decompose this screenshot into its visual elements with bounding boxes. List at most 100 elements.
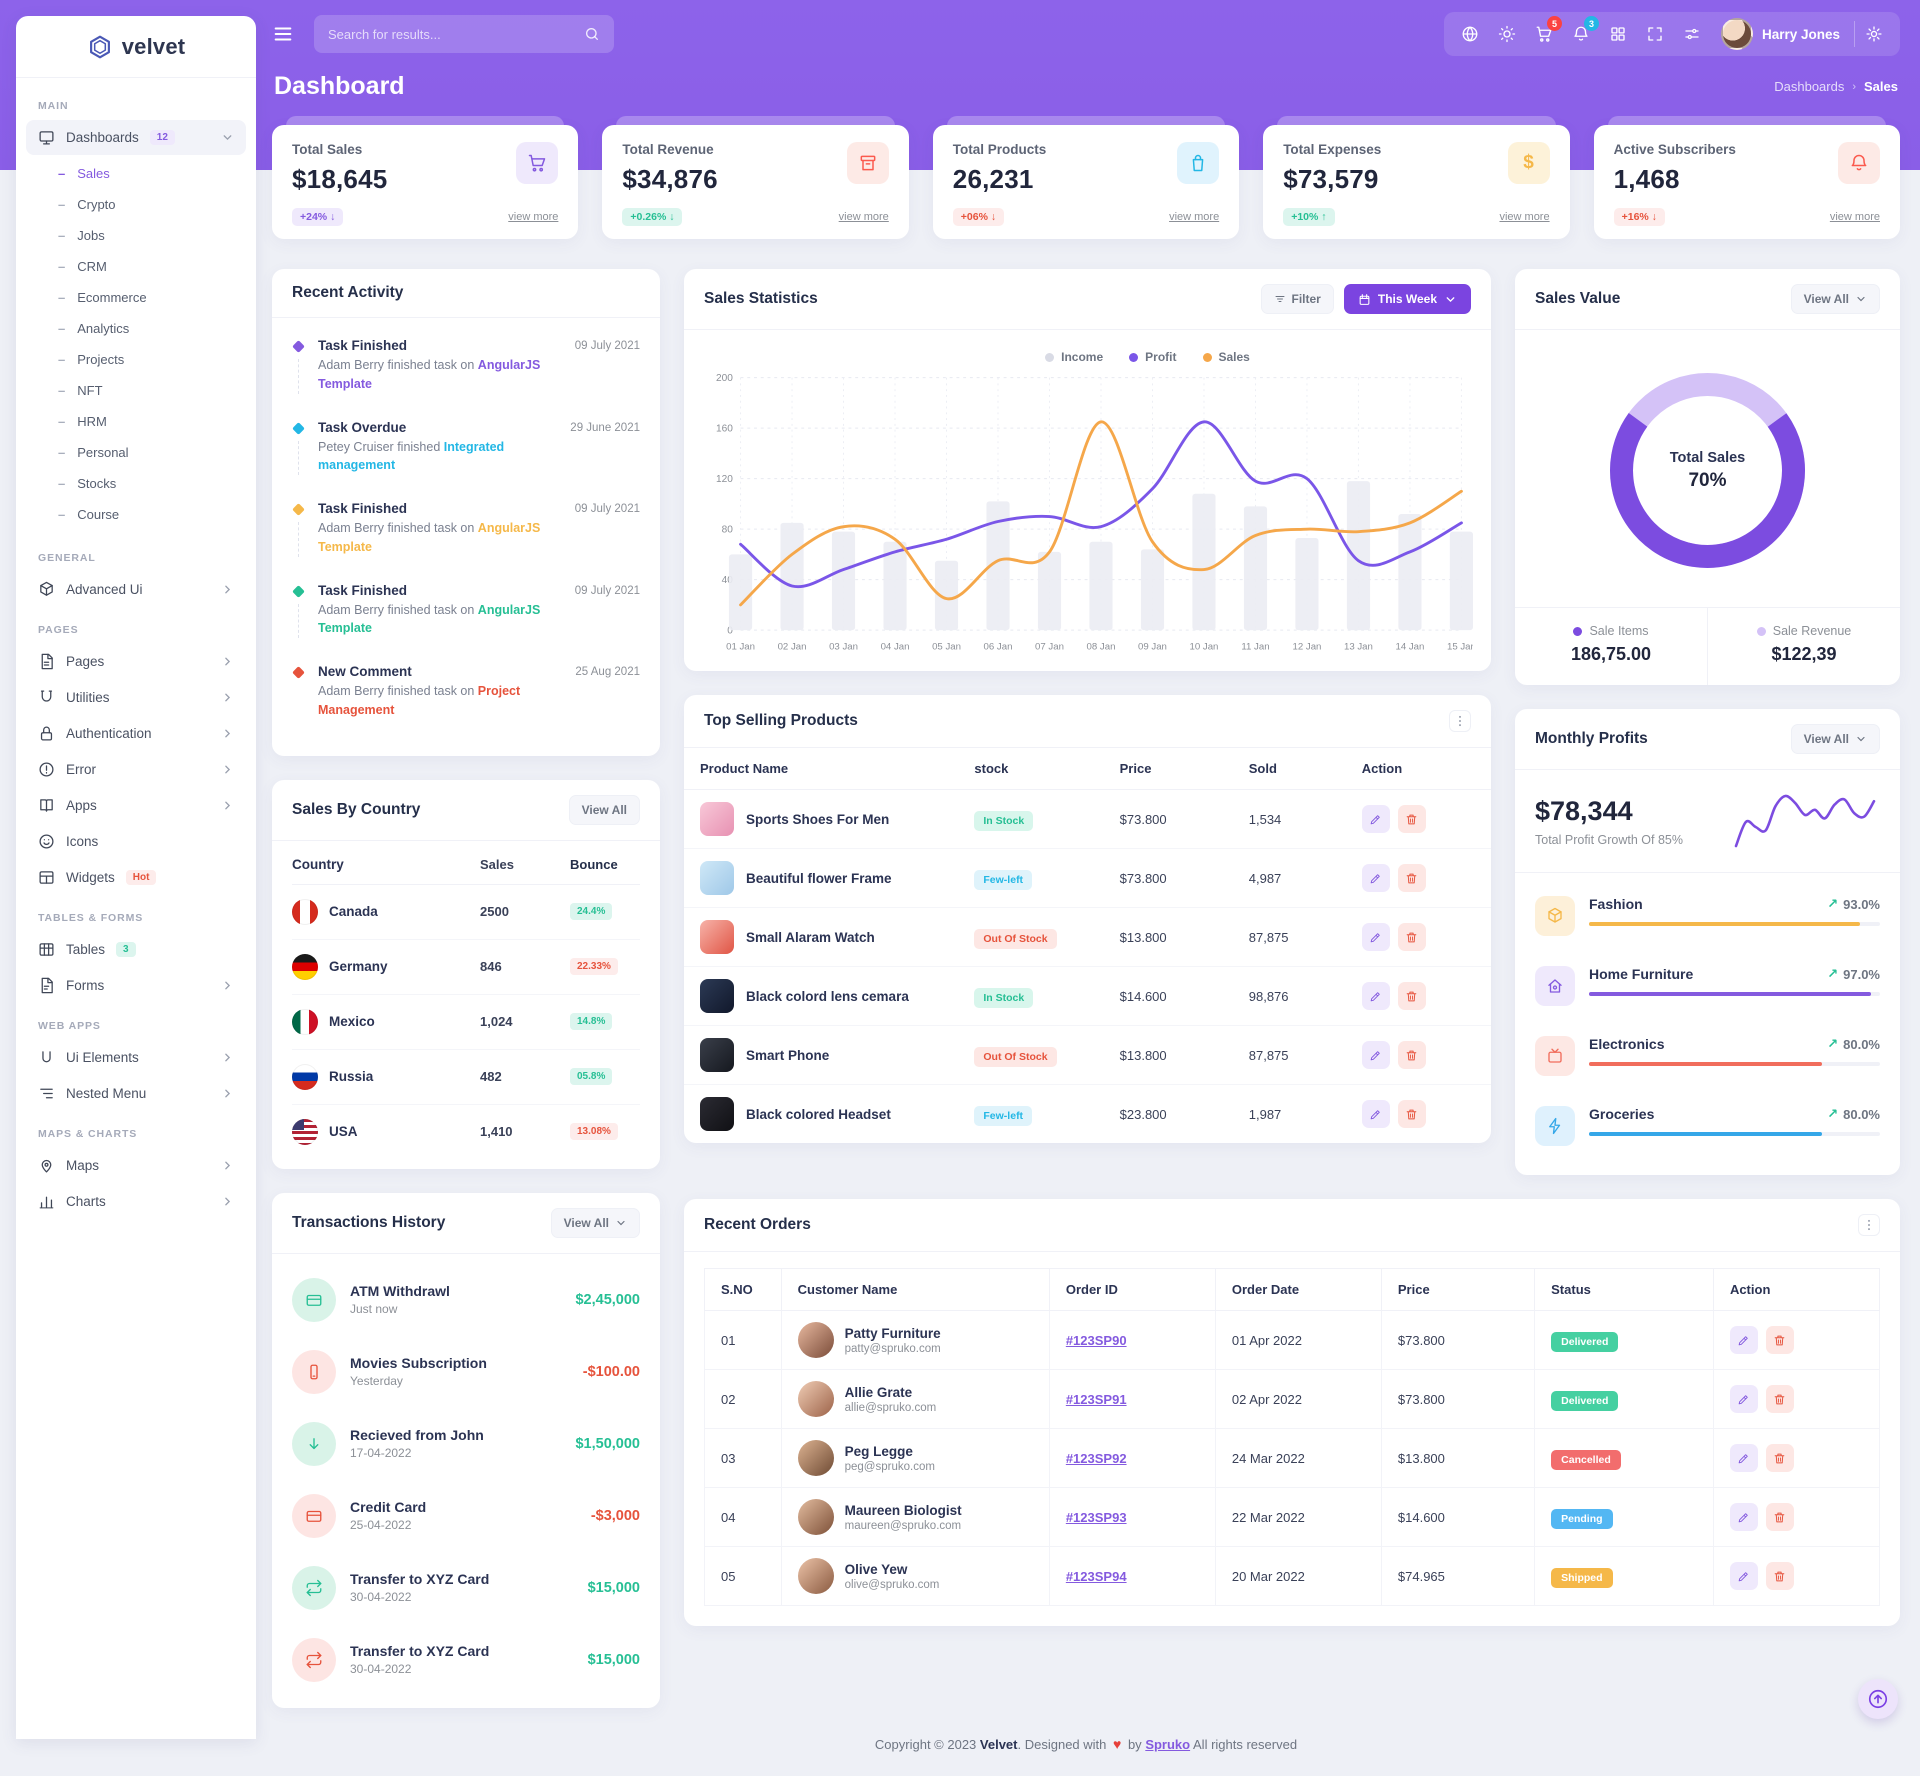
- sidebar-subitem-personal[interactable]: –Personal: [16, 437, 256, 468]
- sidebar-item-icons[interactable]: Icons: [26, 824, 246, 859]
- sidebar-item-forms[interactable]: Forms: [26, 968, 246, 1003]
- range-selector-button[interactable]: This Week: [1344, 284, 1471, 314]
- edit-button[interactable]: [1362, 864, 1390, 892]
- sidebar-item-utilities[interactable]: Utilities: [26, 680, 246, 715]
- edit-button[interactable]: [1362, 1041, 1390, 1069]
- language-globe-icon[interactable]: [1452, 17, 1489, 51]
- order-id-link[interactable]: #123SP92: [1066, 1451, 1127, 1466]
- order-id-link[interactable]: #123SP91: [1066, 1392, 1127, 1407]
- delete-button[interactable]: [1766, 1503, 1794, 1531]
- edit-button[interactable]: [1362, 982, 1390, 1010]
- sidebar-item-authentication[interactable]: Authentication: [26, 716, 246, 751]
- search-icon[interactable]: [584, 26, 600, 42]
- view-more-link[interactable]: view more: [1830, 211, 1880, 223]
- fullscreen-icon[interactable]: [1637, 17, 1674, 51]
- breadcrumb-parent[interactable]: Dashboards: [1774, 79, 1844, 94]
- notifications-bell-icon[interactable]: 3: [1563, 17, 1600, 51]
- sidebar-subitem-crm[interactable]: –CRM: [16, 251, 256, 282]
- sidebar-item-charts[interactable]: Charts: [26, 1184, 246, 1219]
- edit-button[interactable]: [1730, 1444, 1758, 1472]
- sidebar-item-maps[interactable]: Maps: [26, 1148, 246, 1183]
- monthly-profits-view-all-button[interactable]: View All: [1791, 724, 1880, 754]
- card-menu-icon[interactable]: [1449, 710, 1471, 732]
- transactions-view-all-button[interactable]: View All: [551, 1208, 640, 1238]
- view-more-link[interactable]: view more: [1499, 211, 1549, 223]
- sidebar-subitem-crypto[interactable]: –Crypto: [16, 189, 256, 220]
- order-id-link[interactable]: #123SP93: [1066, 1510, 1127, 1525]
- sliders-icon[interactable]: [1674, 17, 1711, 51]
- user-menu[interactable]: Harry Jones: [1711, 18, 1854, 50]
- delete-button[interactable]: [1398, 805, 1426, 833]
- sales-value-view-all-button[interactable]: View All: [1791, 284, 1880, 314]
- delete-button[interactable]: [1398, 1100, 1426, 1128]
- sidebar-item-error[interactable]: Error: [26, 752, 246, 787]
- edit-button[interactable]: [1730, 1326, 1758, 1354]
- edit-button[interactable]: [1362, 923, 1390, 951]
- filter-button[interactable]: Filter: [1261, 284, 1334, 314]
- cart-icon[interactable]: 5: [1526, 17, 1563, 51]
- delete-button[interactable]: [1398, 923, 1426, 951]
- brand-logo[interactable]: velvet: [16, 16, 256, 78]
- delete-button[interactable]: [1766, 1385, 1794, 1413]
- edit-button[interactable]: [1362, 805, 1390, 833]
- legend-profit[interactable]: Profit: [1129, 350, 1176, 364]
- edit-button[interactable]: [1362, 1100, 1390, 1128]
- scroll-to-top-button[interactable]: [1858, 1679, 1898, 1719]
- activity-link[interactable]: AngularJS Template: [318, 358, 540, 391]
- order-id-link[interactable]: #123SP90: [1066, 1333, 1127, 1348]
- activity-link[interactable]: Integrated management: [318, 440, 504, 473]
- delete-button[interactable]: [1398, 864, 1426, 892]
- sidebar-subitem-jobs[interactable]: –Jobs: [16, 220, 256, 251]
- card-menu-icon[interactable]: [1858, 1214, 1880, 1236]
- delete-button[interactable]: [1398, 1041, 1426, 1069]
- view-more-link[interactable]: view more: [839, 211, 889, 223]
- country-view-all-button[interactable]: View All: [569, 795, 640, 825]
- sidebar-item-apps[interactable]: Apps: [26, 788, 246, 823]
- edit-button[interactable]: [1730, 1385, 1758, 1413]
- sidebar-subitem-sales[interactable]: –Sales: [16, 158, 256, 189]
- sidebar-item-nested-menu[interactable]: Nested Menu: [26, 1076, 246, 1111]
- view-more-link[interactable]: view more: [508, 211, 558, 223]
- sidebar-subitem-course[interactable]: –Course: [16, 499, 256, 530]
- menu-toggle-icon[interactable]: [272, 23, 294, 45]
- edit-button[interactable]: [1730, 1562, 1758, 1590]
- apps-grid-icon[interactable]: [1600, 17, 1637, 51]
- sidebar-item-pages[interactable]: Pages: [26, 644, 246, 679]
- delete-button[interactable]: [1766, 1444, 1794, 1472]
- edit-button[interactable]: [1730, 1503, 1758, 1531]
- sidebar-subitem-projects[interactable]: –Projects: [16, 344, 256, 375]
- sidebar-subitem-nft[interactable]: –NFT: [16, 375, 256, 406]
- search-input[interactable]: [328, 27, 584, 42]
- activity-link[interactable]: AngularJS Template: [318, 603, 540, 636]
- sidebar-item-ui-elements[interactable]: Ui Elements: [26, 1040, 246, 1075]
- view-more-link[interactable]: view more: [1169, 211, 1219, 223]
- sidebar-item-advanced-ui[interactable]: Advanced Ui: [26, 572, 246, 607]
- activity-link[interactable]: Project Management: [318, 684, 520, 717]
- activity-link[interactable]: AngularJS Template: [318, 521, 540, 554]
- sidebar-subitem-stocks[interactable]: –Stocks: [16, 468, 256, 499]
- delete-button[interactable]: [1398, 982, 1426, 1010]
- theme-sun-icon[interactable]: [1489, 17, 1526, 51]
- sidebar-subitem-hrm[interactable]: –HRM: [16, 406, 256, 437]
- order-id-link[interactable]: #123SP94: [1066, 1569, 1127, 1584]
- settings-gear-icon[interactable]: [1855, 17, 1892, 51]
- sidebar-subitem-analytics[interactable]: –Analytics: [16, 313, 256, 344]
- legend-income[interactable]: Income: [1045, 350, 1103, 364]
- delete-button[interactable]: [1766, 1326, 1794, 1354]
- delete-button[interactable]: [1766, 1562, 1794, 1590]
- legend-sales[interactable]: Sales: [1203, 350, 1250, 364]
